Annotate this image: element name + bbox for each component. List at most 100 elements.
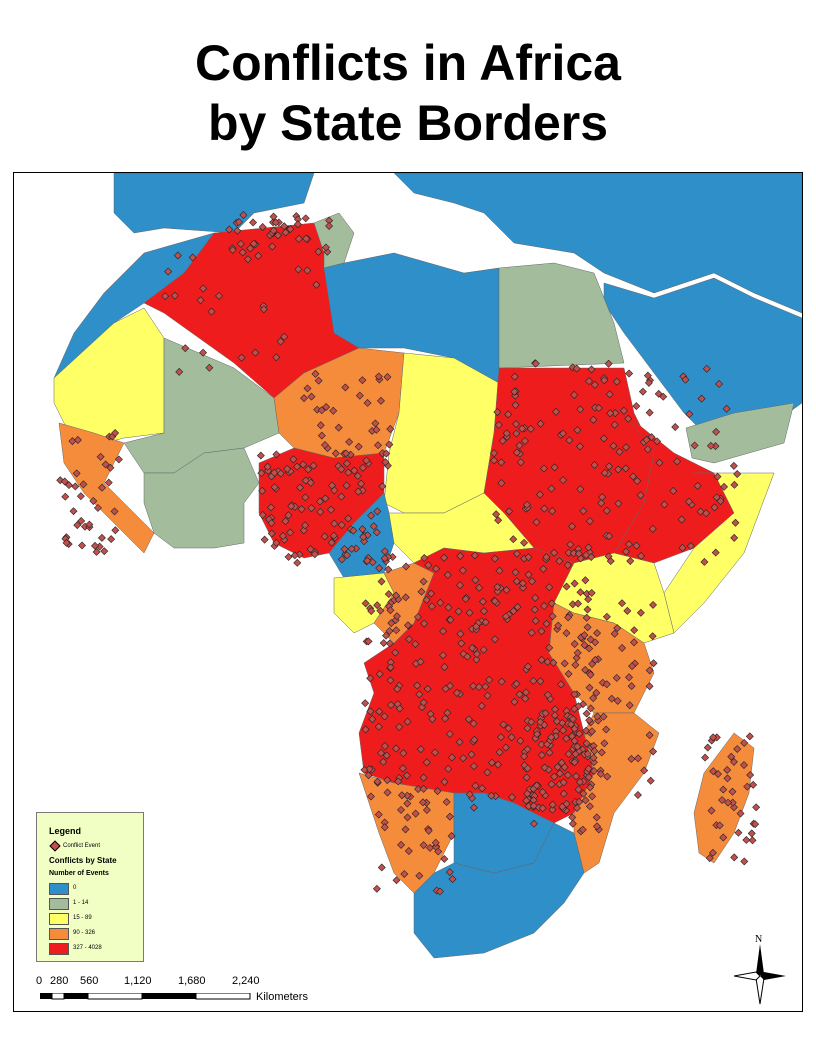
conflict-event-marker <box>598 493 607 502</box>
conflict-event-marker <box>570 390 579 399</box>
conflict-event-marker <box>287 502 296 511</box>
conflict-event-marker <box>610 629 619 638</box>
conflict-event-marker <box>571 660 580 669</box>
conflict-event-marker <box>383 776 392 785</box>
conflict-event-marker <box>325 216 334 225</box>
conflict-event-marker <box>454 607 463 616</box>
conflict-event-marker <box>587 588 596 597</box>
conflict-event-marker <box>73 436 82 444</box>
conflict-event-marker <box>459 754 468 763</box>
conflict-event-marker <box>411 640 420 649</box>
conflict-event-marker <box>215 291 223 300</box>
conflict-event-marker <box>249 218 258 227</box>
conflict-event-marker <box>624 414 633 423</box>
conflict-event-marker <box>391 648 400 657</box>
conflict-event-marker <box>382 631 390 640</box>
conflict-event-marker <box>588 792 597 801</box>
conflict-event-marker <box>696 507 705 516</box>
conflict-event-marker <box>272 353 281 362</box>
conflict-event-marker <box>574 549 583 558</box>
conflict-event-marker <box>644 378 653 387</box>
conflict-event-marker <box>555 769 564 778</box>
conflict-event-marker <box>512 679 521 688</box>
conflict-event-marker <box>653 437 662 446</box>
conflict-event-marker <box>267 529 276 538</box>
conflict-event-marker <box>585 377 594 386</box>
conflict-event-marker <box>455 738 464 747</box>
conflict-event-marker <box>380 823 389 832</box>
conflict-event-marker <box>382 751 391 760</box>
conflict-event-marker <box>537 655 546 664</box>
conflict-event-marker <box>181 344 190 353</box>
conflict-event-marker <box>621 464 630 473</box>
conflict-event-marker <box>585 644 594 653</box>
conflict-event-marker <box>470 551 479 560</box>
conflict-event-marker <box>547 599 556 608</box>
conflict-event-marker <box>499 720 508 729</box>
conflict-event-marker <box>711 548 720 557</box>
conflict-event-marker <box>363 556 372 565</box>
conflict-event-marker <box>392 626 401 635</box>
conflict-event-marker <box>294 234 303 243</box>
conflict-event-marker <box>320 440 329 449</box>
conflict-event-marker <box>303 266 312 275</box>
conflict-event-marker <box>570 704 579 713</box>
conflict-event-marker <box>235 217 243 226</box>
conflict-event-marker <box>559 476 568 485</box>
conflict-event-marker <box>98 483 106 492</box>
conflict-event-marker <box>452 688 461 697</box>
conflict-event-marker <box>316 497 324 506</box>
conflict-event-marker <box>402 562 410 571</box>
conflict-event-marker <box>343 551 351 560</box>
conflict-event-marker <box>259 305 268 314</box>
conflict-event-marker <box>413 613 422 622</box>
conflict-event-marker <box>228 246 237 255</box>
conflict-event-marker <box>110 507 119 516</box>
conflict-event-marker <box>542 619 551 628</box>
conflict-event-marker <box>225 225 234 234</box>
conflict-event-marker <box>321 243 330 252</box>
conflict-event-marker <box>386 658 395 667</box>
conflict-event-marker <box>645 408 654 417</box>
conflict-event-marker <box>568 819 577 828</box>
conflict-event-marker <box>495 566 504 575</box>
conflict-event-marker <box>316 421 325 430</box>
conflict-event-marker <box>92 548 101 556</box>
conflict-event-marker <box>504 410 513 419</box>
conflict-event-marker <box>258 511 267 519</box>
conflict-event-marker <box>629 472 638 481</box>
conflict-event-marker <box>736 809 745 818</box>
scale-tick: 1,680 <box>178 975 206 987</box>
conflict-event-marker <box>548 612 557 621</box>
conflict-event-marker <box>431 748 439 757</box>
conflict-event-marker <box>582 613 591 622</box>
scale-bar-segments <box>40 993 251 1000</box>
conflict-event-marker <box>610 420 619 429</box>
conflict-event-marker <box>734 828 743 837</box>
scale-tick: 2,240 <box>232 975 260 987</box>
conflict-event-marker <box>575 797 584 806</box>
conflict-event-marker <box>558 718 567 727</box>
conflict-event-marker <box>170 291 179 300</box>
conflict-event-marker <box>545 583 554 592</box>
conflict-event-marker <box>321 494 330 503</box>
conflict-event-marker <box>418 798 427 807</box>
conflict-event-marker <box>527 628 536 637</box>
conflict-event-marker <box>625 701 634 710</box>
conflict-event-marker <box>423 684 432 693</box>
region-tanzania <box>548 602 655 714</box>
conflict-event-marker <box>545 748 554 757</box>
conflict-event-marker <box>297 505 306 514</box>
conflict-event-marker <box>374 441 382 450</box>
conflict-event-marker <box>568 522 577 531</box>
conflict-event-marker <box>540 504 549 513</box>
conflict-event-marker <box>536 419 545 428</box>
conflict-event-marker <box>301 493 310 502</box>
conflict-event-marker <box>361 699 370 708</box>
conflict-event-marker <box>571 750 580 759</box>
conflict-event-marker <box>386 676 395 685</box>
conflict-event-marker <box>69 507 78 516</box>
conflict-event-marker <box>368 715 377 724</box>
conflict-event-marker <box>597 499 606 508</box>
conflict-event-marker <box>254 251 263 260</box>
